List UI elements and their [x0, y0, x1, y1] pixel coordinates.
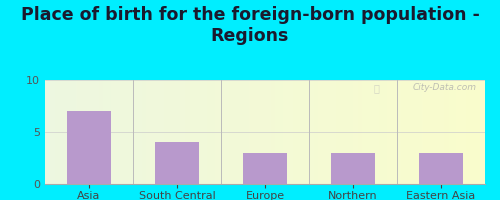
Bar	[419, 153, 463, 184]
Text: ⓘ: ⓘ	[374, 83, 380, 93]
Text: Place of birth for the foreign-born population -
Regions: Place of birth for the foreign-born popu…	[20, 6, 479, 45]
Text: City-Data.com: City-Data.com	[412, 83, 476, 92]
Bar	[331, 153, 375, 184]
Bar	[67, 111, 111, 184]
Bar	[155, 142, 199, 184]
Bar	[243, 153, 287, 184]
